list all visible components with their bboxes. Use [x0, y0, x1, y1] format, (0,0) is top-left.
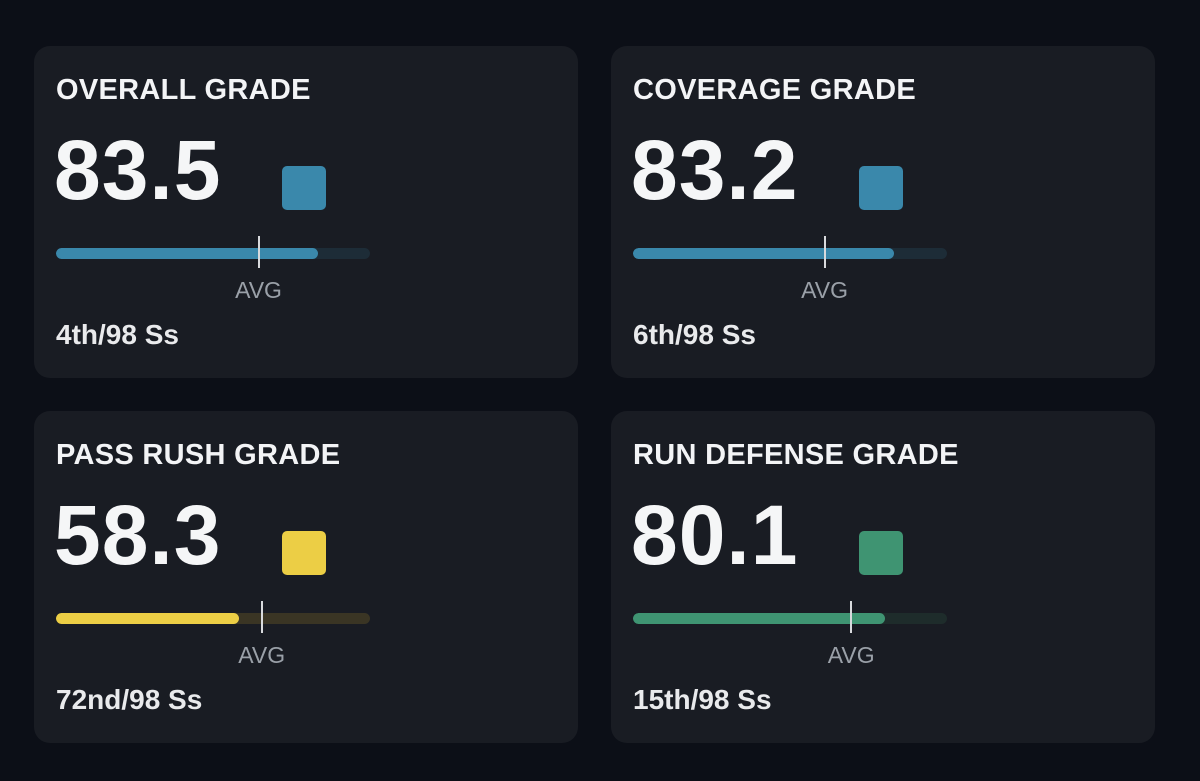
grade-color-swatch [859, 531, 903, 575]
run-defense-grade-card[interactable]: RUN DEFENSE GRADE 80.1 AVG 15th/98 Ss [611, 411, 1155, 743]
average-marker [260, 601, 263, 633]
grade-value: 83.2 [631, 123, 799, 217]
average-marker [257, 236, 260, 268]
grade-value: 80.1 [631, 488, 799, 582]
average-label: AVG [801, 277, 848, 303]
pass-rush-grade-card[interactable]: PASS RUSH GRADE 58.3 AVG 72nd/98 Ss [34, 411, 578, 743]
grade-progress-track [633, 613, 947, 624]
average-label: AVG [235, 277, 282, 303]
grade-color-swatch [282, 166, 326, 210]
grade-color-swatch [282, 531, 326, 575]
grade-progress-fill [56, 248, 319, 259]
average-label: AVG [238, 642, 286, 668]
overall-grade-card[interactable]: OVERALL GRADE 83.5 AVG 4th/98 Ss [34, 46, 578, 378]
grade-progress-fill [633, 613, 885, 624]
grade-rank: 4th/98 Ss [56, 319, 179, 350]
grade-rank: 72nd/98 Ss [56, 684, 203, 715]
card-title: RUN DEFENSE GRADE [633, 439, 959, 471]
grade-progress-track [56, 248, 370, 259]
grade-rank: 15th/98 Ss [633, 684, 772, 715]
grade-value: 83.5 [54, 123, 222, 217]
grade-progress-fill [56, 613, 240, 624]
grade-progress-track [56, 613, 370, 624]
average-marker [850, 601, 853, 633]
grade-value: 58.3 [54, 488, 222, 582]
average-marker [823, 236, 826, 268]
average-label: AVG [827, 642, 875, 668]
grade-color-swatch [859, 166, 903, 210]
coverage-grade-card[interactable]: COVERAGE GRADE 83.2 AVG 6th/98 Ss [611, 46, 1155, 378]
card-title: COVERAGE GRADE [633, 74, 916, 106]
card-title: OVERALL GRADE [56, 74, 311, 106]
grade-rank: 6th/98 Ss [633, 319, 756, 350]
card-title: PASS RUSH GRADE [56, 439, 341, 471]
grade-progress-fill [633, 248, 895, 259]
grade-progress-track [633, 248, 947, 259]
